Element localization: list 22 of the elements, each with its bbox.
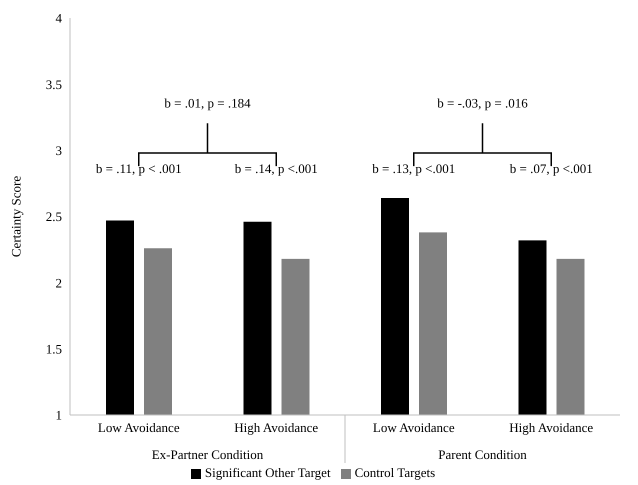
text: Ex-Partner Condition — [152, 447, 264, 462]
legend-label: Significant Other Target — [204, 465, 331, 480]
x-tick-label: High Avoidance — [509, 420, 594, 436]
x-tick-label: Low Avoidance — [372, 420, 455, 436]
y-tick-label: 4 — [56, 10, 62, 26]
y-tick-label: 1 — [56, 408, 62, 423]
annotation: b = .11, p < .001 — [96, 160, 182, 176]
annotation: b = .07, p <.001 — [510, 160, 593, 176]
y-tick-label: 2 — [56, 275, 62, 290]
y-tick-label: 3.5 — [46, 76, 62, 92]
legend-label: Control Targets — [354, 465, 436, 480]
y-tick-label: 2.5 — [46, 209, 62, 224]
annotation: b = .13, p <.001 — [372, 160, 456, 176]
annotation: b = .14, p <.001 — [234, 160, 318, 176]
annotation: b = .01, p = .184 — [164, 95, 252, 110]
y-tick-label: 1.5 — [46, 341, 62, 356]
x-tick-label: Low Avoidance — [98, 420, 180, 436]
x-tick-label: High Avoidance — [234, 420, 318, 436]
annotation: b = -.03, p = .016 — [437, 95, 528, 110]
y-tick-label: 3 — [56, 142, 62, 158]
y-axis-title: Certainty Score — [8, 176, 24, 258]
text: Parent Condition — [438, 447, 528, 462]
